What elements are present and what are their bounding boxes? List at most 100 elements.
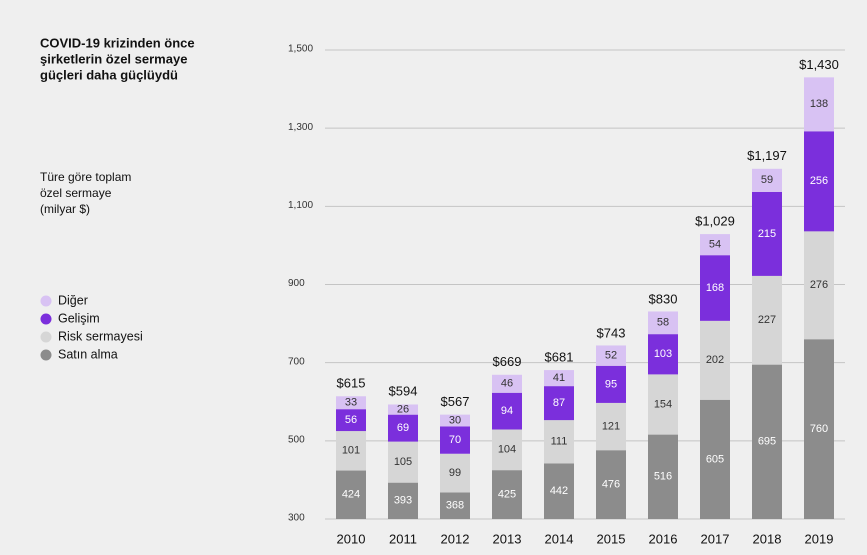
bar-segment (492, 392, 522, 430)
total-label: $615 (337, 375, 366, 390)
total-label: $1,029 (695, 214, 735, 229)
y-tick-label: 900 (288, 278, 305, 289)
segment-label: 168 (706, 282, 724, 294)
total-label: $567 (441, 394, 470, 409)
bar-segment (804, 231, 834, 340)
legend-label: Diğer (58, 293, 88, 307)
segment-label: 103 (654, 348, 672, 360)
bar-segment (596, 365, 626, 403)
bar-segment (752, 275, 782, 365)
bar-segment (752, 168, 782, 192)
segment-label: 26 (397, 403, 409, 415)
segment-label: 104 (498, 444, 516, 456)
segment-label: 54 (709, 239, 721, 251)
total-label: $743 (597, 325, 626, 340)
legend-label: Satın alma (58, 347, 118, 361)
legend-swatch (40, 313, 52, 325)
title-line: COVID-19 krizinden önce (40, 35, 195, 50)
segment-label: 52 (605, 350, 617, 362)
segment-label: 476 (602, 479, 620, 491)
subtitle-line: özel sermaye (40, 186, 112, 200)
segment-label: 99 (449, 467, 461, 479)
segment-label: 605 (706, 453, 724, 465)
segment-label: 138 (810, 98, 828, 110)
bar-segment (336, 431, 366, 471)
bar-segment (440, 414, 470, 427)
x-tick-label: 2014 (545, 531, 574, 546)
bar-segment (804, 77, 834, 132)
segment-label: 425 (498, 488, 516, 500)
bar-segment (544, 386, 574, 421)
x-tick-label: 2012 (441, 531, 470, 546)
subtitle-line: (milyar $) (40, 202, 90, 216)
x-tick-label: 2016 (649, 531, 678, 546)
y-tick-label: 1,300 (288, 122, 313, 133)
x-tick-label: 2011 (389, 531, 417, 546)
bar-segment (700, 255, 730, 321)
bar-segment (596, 402, 626, 451)
bar-segment (440, 492, 470, 519)
bar-segment (648, 374, 678, 435)
bar-segment (648, 334, 678, 375)
segment-label: 442 (550, 485, 568, 497)
total-label: $1,430 (799, 57, 839, 72)
x-tick-label: 2013 (493, 531, 522, 546)
segment-label: 95 (605, 378, 617, 390)
segment-label: 516 (654, 471, 672, 483)
segment-label: 41 (553, 372, 565, 384)
title-line: güçleri daha güçlüydü (40, 67, 178, 82)
bar-segment (492, 470, 522, 519)
total-label: $1,197 (747, 148, 787, 163)
bar-segment (336, 396, 366, 410)
total-label: $669 (493, 354, 522, 369)
subtitle-line: Türe göre toplam (40, 170, 131, 184)
bar-segment (752, 364, 782, 519)
segment-label: 760 (810, 423, 828, 435)
x-tick-label: 2019 (805, 531, 834, 546)
legend-swatch (40, 349, 52, 361)
segment-label: 105 (394, 456, 412, 468)
segment-label: 393 (394, 495, 412, 507)
total-label: $681 (545, 350, 574, 365)
segment-label: 121 (602, 420, 620, 432)
legend-label: Risk sermayesi (58, 329, 143, 343)
y-tick-label: 500 (288, 434, 305, 445)
bar-segment (336, 470, 366, 519)
segment-label: 58 (657, 317, 669, 329)
bar-segment (388, 482, 418, 519)
segment-label: 30 (449, 414, 461, 426)
title-line: şirketlerin özel sermaye (40, 51, 187, 66)
y-tick-label: 300 (288, 513, 305, 524)
bar-segment (544, 463, 574, 519)
segment-label: 56 (345, 414, 357, 426)
segment-label: 46 (501, 378, 513, 390)
bar-segment (492, 374, 522, 393)
segment-label: 424 (342, 489, 360, 501)
segment-label: 202 (706, 354, 724, 366)
legend-label: Gelişim (58, 311, 100, 325)
x-tick-label: 2010 (337, 531, 366, 546)
total-label: $594 (389, 384, 418, 399)
segment-label: 368 (446, 500, 464, 512)
bar-segment (544, 370, 574, 387)
segment-label: 33 (345, 397, 357, 409)
y-tick-label: 1,500 (288, 44, 313, 55)
x-tick-label: 2015 (597, 531, 626, 546)
bar-segment (700, 234, 730, 256)
segment-label: 111 (551, 436, 568, 448)
segment-label: 215 (758, 228, 776, 240)
segment-label: 69 (397, 422, 409, 434)
segment-label: 227 (758, 314, 776, 326)
bar-segment (544, 420, 574, 464)
bar-segment (492, 429, 522, 471)
bar-segment (700, 399, 730, 519)
bar-segment (648, 434, 678, 519)
bar-segment (648, 311, 678, 335)
bar-segment (336, 409, 366, 432)
legend-swatch (40, 295, 52, 307)
bar-segment (804, 339, 834, 519)
segment-label: 87 (553, 397, 565, 409)
bar-segment (804, 131, 834, 232)
segment-label: 101 (342, 445, 360, 457)
